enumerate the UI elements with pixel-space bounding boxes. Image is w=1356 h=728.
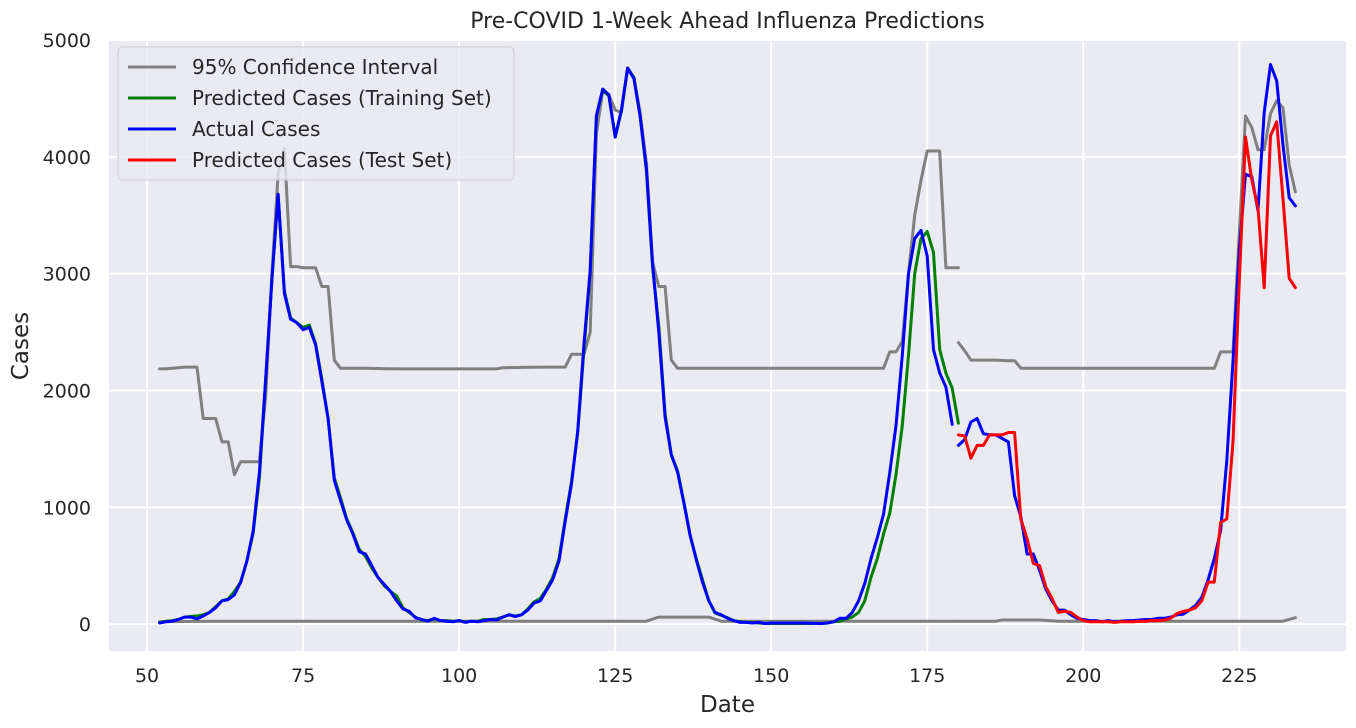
x-tick-label: 50: [135, 665, 159, 687]
legend: 95% Confidence Interval Predicted Cases (…: [117, 46, 515, 181]
95-confidence-interval-line: [158, 67, 960, 477]
x-tick-labels: 50 75 100 125 150 175 200 225: [135, 665, 1257, 687]
y-tick-label: 4000: [43, 147, 91, 169]
legend-label: Actual Cases: [192, 117, 320, 141]
x-tick-label: 225: [1221, 665, 1257, 687]
x-tick-label: 125: [597, 665, 633, 687]
95-confidence-interval-line: [158, 615, 960, 624]
legend-label: 95% Confidence Interval: [192, 55, 438, 79]
x-tick-label: 75: [291, 665, 315, 687]
y-tick-label: 3000: [43, 264, 91, 286]
x-tick-label: 150: [753, 665, 789, 687]
y-tick-label: 0: [79, 614, 91, 636]
chart-title: Pre-COVID 1-Week Ahead Influenza Predict…: [470, 9, 984, 34]
y-tick-label: 2000: [43, 380, 91, 402]
legend-box: [117, 46, 515, 181]
x-tick-label: 200: [1065, 665, 1101, 687]
x-tick-label: 100: [441, 665, 477, 687]
predicted-cases-test-set-line: [956, 120, 1297, 624]
series-lines: [158, 63, 1297, 625]
x-axis-title: Date: [700, 692, 755, 718]
x-tick-label: 175: [909, 665, 945, 687]
legend-label: Predicted Cases (Training Set): [192, 86, 492, 110]
legend-label: Predicted Cases (Test Set): [192, 148, 452, 172]
y-tick-label: 1000: [43, 497, 91, 519]
y-tick-label: 5000: [43, 30, 91, 52]
y-tick-labels: 0 1000 2000 3000 4000 5000: [43, 30, 91, 636]
95-confidence-interval-line: [956, 99, 1297, 370]
actual-cases-line: [158, 66, 954, 625]
95-confidence-interval-line: [956, 616, 1297, 623]
y-axis-title: Cases: [8, 312, 34, 380]
